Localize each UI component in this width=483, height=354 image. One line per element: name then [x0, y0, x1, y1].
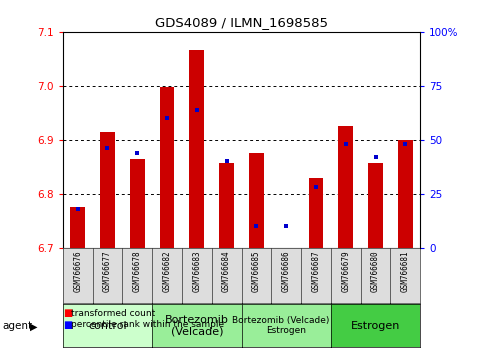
Text: GSM766680: GSM766680 [371, 251, 380, 292]
Text: GSM766685: GSM766685 [252, 251, 261, 292]
Text: GSM766682: GSM766682 [163, 251, 171, 292]
Bar [100, 132, 115, 248]
Bar [219, 162, 234, 248]
Text: ■: ■ [63, 320, 72, 330]
Text: ■: ■ [63, 308, 72, 318]
Bar [249, 153, 264, 248]
Text: Bortezomib (Velcade) +
Estrogen: Bortezomib (Velcade) + Estrogen [232, 316, 340, 335]
Bar [368, 162, 383, 248]
Text: GSM766678: GSM766678 [133, 251, 142, 292]
Bar [398, 140, 413, 248]
Text: Estrogen: Estrogen [351, 321, 400, 331]
Text: GSM766687: GSM766687 [312, 251, 320, 292]
Text: agent: agent [2, 321, 32, 331]
Bar [189, 50, 204, 248]
Text: GSM766679: GSM766679 [341, 251, 350, 292]
Text: GSM766677: GSM766677 [103, 251, 112, 292]
Text: GSM766676: GSM766676 [73, 251, 82, 292]
Text: control: control [88, 321, 127, 331]
Text: GSM766683: GSM766683 [192, 251, 201, 292]
Bar [70, 207, 85, 248]
Bar [279, 248, 294, 250]
Bar [309, 178, 324, 248]
Text: GSM766684: GSM766684 [222, 251, 231, 292]
Text: percentile rank within the sample: percentile rank within the sample [71, 320, 225, 330]
Text: Bortezomib
(Velcade): Bortezomib (Velcade) [165, 315, 229, 337]
Text: GSM766686: GSM766686 [282, 251, 291, 292]
Bar [338, 126, 353, 248]
Bar [159, 87, 174, 248]
Bar [130, 159, 145, 248]
Title: GDS4089 / ILMN_1698585: GDS4089 / ILMN_1698585 [155, 16, 328, 29]
Text: transformed count: transformed count [71, 309, 156, 318]
Text: GSM766681: GSM766681 [401, 251, 410, 292]
Text: ▶: ▶ [30, 322, 38, 332]
